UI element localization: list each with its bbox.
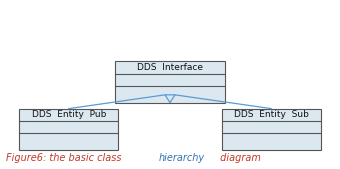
Bar — [19, 109, 118, 150]
Text: DDS  Entity  Sub: DDS Entity Sub — [234, 110, 309, 119]
Text: diagram: diagram — [217, 153, 261, 163]
Text: hierarchy: hierarchy — [158, 153, 204, 163]
Bar — [222, 109, 321, 150]
Text: Figure6: the basic class: Figure6: the basic class — [6, 153, 125, 163]
Text: DDS  Interface: DDS Interface — [137, 63, 203, 72]
Bar — [116, 61, 224, 103]
Text: DDS  Entity  Pub: DDS Entity Pub — [32, 110, 106, 119]
